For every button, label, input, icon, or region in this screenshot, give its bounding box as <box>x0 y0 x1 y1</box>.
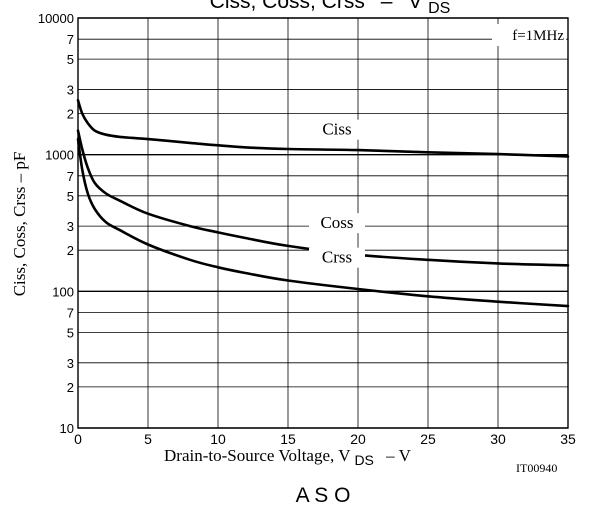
plot-frame <box>77 17 569 429</box>
x-tick-label: 15 <box>280 431 296 447</box>
chart-title: Ciss, Coss, Crss – V DS <box>210 0 451 17</box>
chart-title-v: V <box>408 0 422 13</box>
condition-label-bg <box>492 24 566 46</box>
annotation-bg <box>309 213 365 234</box>
x-axis-label-sub: DS <box>354 452 373 468</box>
x-tick-label: 35 <box>560 431 576 447</box>
annotation-bg <box>309 119 365 140</box>
y-tick-label: 3 <box>67 356 74 371</box>
y-tick-label: 5 <box>67 189 74 204</box>
x-axis-label-main: Drain-to-Source Voltage, V <box>164 446 351 465</box>
y-tick-label: 5 <box>67 52 74 67</box>
condition-label: f=1MHz <box>512 28 564 44</box>
annotation-bg <box>309 247 365 268</box>
grid <box>77 17 569 429</box>
y-tick-label: 10 <box>60 421 74 436</box>
y-tick-label: 7 <box>67 306 74 321</box>
y-tick-label: 10000 <box>38 11 74 26</box>
x-axis-label: Drain-to-Source Voltage, V DS – V <box>164 446 412 469</box>
x-tick-label: 5 <box>144 431 152 447</box>
y-tick-label: 1000 <box>45 148 74 163</box>
series-line-ciss <box>76 99 570 158</box>
series-line-coss <box>76 129 570 267</box>
footer-text: A S O <box>296 484 351 505</box>
y-tick-label: 7 <box>67 32 74 47</box>
y-tick-label: 3 <box>67 82 74 97</box>
y-tick-label: 7 <box>67 169 74 184</box>
series-line-crss <box>76 137 570 308</box>
x-tick-label: 25 <box>420 431 436 447</box>
y-tick-label: 5 <box>67 325 74 340</box>
x-tick-label: 10 <box>210 431 226 447</box>
chart-title-dash: – <box>381 0 393 13</box>
y-tick-label: 2 <box>67 380 74 395</box>
y-tick-label: 3 <box>67 219 74 234</box>
annotation-label-crss: Crss <box>322 248 352 267</box>
y-tick-label: 2 <box>67 243 74 258</box>
annotation-label-ciss: Ciss <box>322 120 351 139</box>
y-axis-label: Ciss, Coss, Crss – pF <box>10 152 29 297</box>
figure-code: IT00940 <box>516 461 557 475</box>
annotations: Ciss Coss Crss <box>309 119 365 268</box>
annotation-label-coss: Coss <box>320 213 353 232</box>
x-axis-label-unit: – V <box>385 446 411 465</box>
y-tick-label: 2 <box>67 107 74 122</box>
y-tick-label: 100 <box>52 284 74 299</box>
x-tick-label: 0 <box>74 431 82 447</box>
chart-title-sub: DS <box>428 0 450 17</box>
series-layer <box>76 99 570 308</box>
x-tick-label: 30 <box>490 431 506 447</box>
x-tick-label: 20 <box>350 431 366 447</box>
chart-title-main: Ciss, Coss, Crss <box>210 0 365 13</box>
